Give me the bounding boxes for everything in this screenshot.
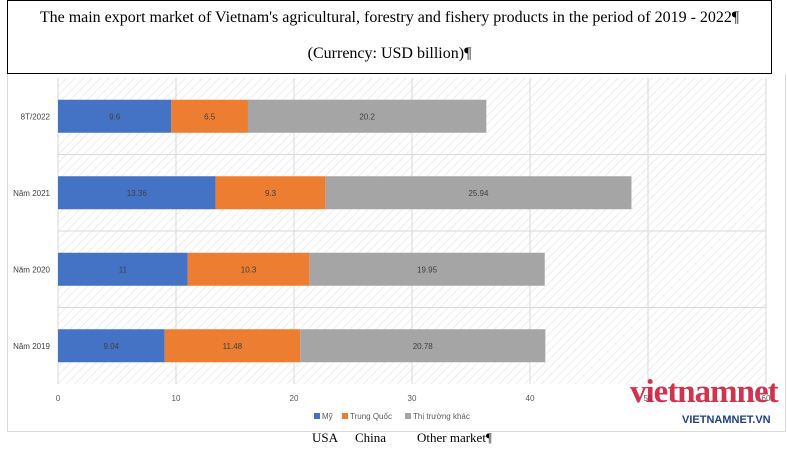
chart-frame <box>7 74 786 432</box>
bar-segment <box>58 99 172 133</box>
vietnamnet-watermark: vietnamnet VIETNAMNET.VN <box>624 372 784 432</box>
bar-segment <box>164 329 301 363</box>
bar-segment <box>215 176 326 210</box>
x-tick-label: 50 <box>644 394 653 403</box>
bar-segment <box>309 252 545 286</box>
x-tick-label: 60 <box>762 394 771 403</box>
data-label: 9.3 <box>265 189 277 198</box>
category-label: Năm 2020 <box>13 265 50 274</box>
caption-usa: USA <box>312 430 339 445</box>
data-label: 11.48 <box>223 342 243 351</box>
data-label: 13.36 <box>127 189 148 198</box>
data-label: 19.95 <box>417 265 438 274</box>
category-label: Năm 2021 <box>13 189 50 198</box>
bar-segment <box>58 252 188 286</box>
caption-china: China <box>355 430 387 445</box>
x-tick-label: 30 <box>408 394 417 403</box>
data-label: 11 <box>119 265 128 274</box>
data-label: 20.78 <box>413 342 434 351</box>
data-label: 25.94 <box>468 189 489 198</box>
legend-swatch <box>314 413 320 419</box>
x-tick-label: 0 <box>56 394 61 403</box>
legend-swatch <box>405 413 411 419</box>
chart-title-box: The main export market of Vietnam's agri… <box>7 0 772 74</box>
x-tick-label: 10 <box>172 394 181 403</box>
bar-segment <box>171 99 248 133</box>
x-tick-label: 20 <box>290 394 299 403</box>
category-label: 8T/2022 <box>21 112 51 121</box>
bar-segment <box>58 176 216 210</box>
chart-title: The main export market of Vietnam's agri… <box>39 9 740 26</box>
watermark-url: VIETNAMNET.VN <box>682 414 771 426</box>
data-label: 6.5 <box>204 112 216 121</box>
chart-subtitle: (Currency: USD billion)¶ <box>307 45 472 62</box>
bar-segment <box>300 329 546 363</box>
caption-other: Other market¶ <box>417 430 492 445</box>
data-label: 9.04 <box>104 342 120 351</box>
bar-segment <box>187 252 310 286</box>
data-label: 10.3 <box>241 265 257 274</box>
watermark-brand: vietnamnet <box>630 374 779 410</box>
legend-label: Thị trường khác <box>413 412 470 421</box>
x-tick-label: 40 <box>526 394 535 403</box>
legend-label: Mỹ <box>322 412 333 421</box>
legend-swatch <box>342 413 348 419</box>
data-label: 20.2 <box>359 112 375 121</box>
bar-segment <box>325 176 632 210</box>
bar-segment <box>247 99 487 133</box>
category-label: Năm 2019 <box>13 342 50 351</box>
bar-segment <box>58 329 165 363</box>
data-label: 9.6 <box>109 112 121 121</box>
legend-label: Trung Quốc <box>350 412 392 421</box>
